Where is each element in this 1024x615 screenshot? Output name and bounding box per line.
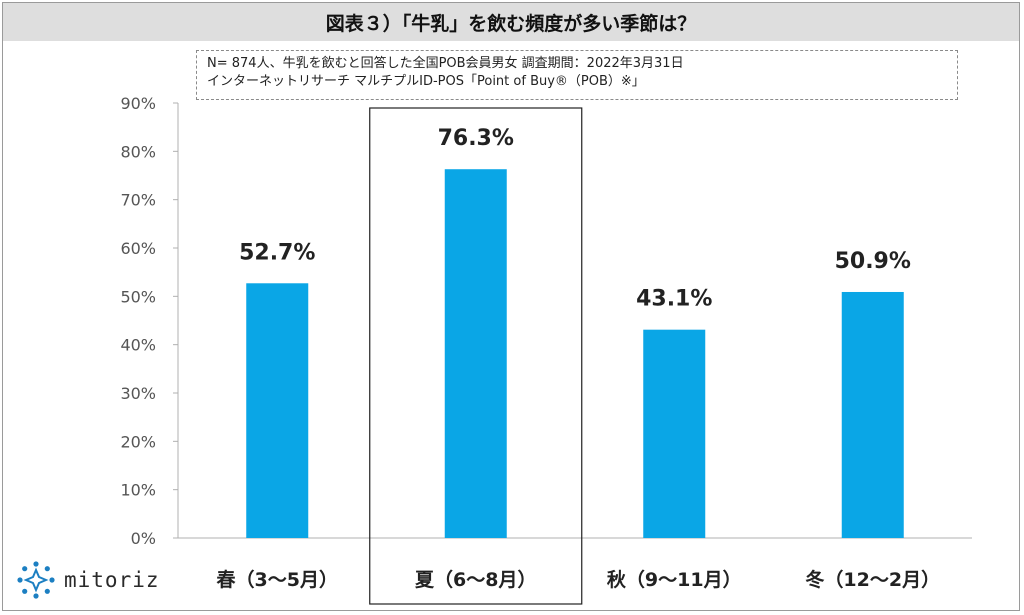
y-tick-label: 20% bbox=[120, 432, 156, 451]
data-label: 52.7% bbox=[239, 240, 315, 265]
y-tick-label: 40% bbox=[120, 336, 156, 355]
x-tick-label: 秋（9〜11月） bbox=[607, 568, 742, 591]
survey-note: N= 874人、牛乳を飲むと回答した全国POB会員男女 調査期間：2022年3月… bbox=[196, 50, 958, 100]
y-tick-label: 30% bbox=[120, 384, 156, 403]
data-label: 50.9% bbox=[835, 249, 911, 274]
y-tick-label: 0% bbox=[131, 529, 156, 548]
y-tick-label: 90% bbox=[120, 94, 156, 113]
bar bbox=[246, 283, 309, 538]
data-label: 43.1% bbox=[636, 287, 712, 312]
bar bbox=[444, 169, 507, 538]
survey-note-line-1: N= 874人、牛乳を飲むと回答した全国POB会員男女 調査期間：2022年3月… bbox=[207, 56, 684, 71]
bar bbox=[643, 329, 706, 538]
chart-title: 図表３）「牛乳」を飲む頻度が多い季節は？ bbox=[3, 3, 1019, 41]
mitoriz-logo: mitoriz bbox=[16, 558, 160, 602]
survey-note-line-2: インターネットリサーチ マルチプルID-POS「Point of Buy®（PO… bbox=[207, 74, 645, 89]
bar bbox=[841, 291, 904, 538]
y-tick-label: 50% bbox=[120, 287, 156, 306]
data-label: 76.3% bbox=[438, 126, 514, 151]
highlight-box bbox=[369, 107, 583, 605]
y-tick-label: 80% bbox=[120, 142, 156, 161]
mitoriz-logo-text: mitoriz bbox=[64, 568, 160, 592]
x-tick-label: 冬（12〜2月） bbox=[805, 568, 940, 591]
mitoriz-logo-icon bbox=[17, 561, 55, 599]
x-tick-label: 夏（6〜8月） bbox=[415, 568, 536, 591]
y-tick-label: 10% bbox=[120, 481, 156, 500]
y-tick-label: 70% bbox=[120, 191, 156, 210]
x-tick-label: 春（3〜5月） bbox=[217, 568, 338, 591]
y-tick-label: 60% bbox=[120, 239, 156, 258]
